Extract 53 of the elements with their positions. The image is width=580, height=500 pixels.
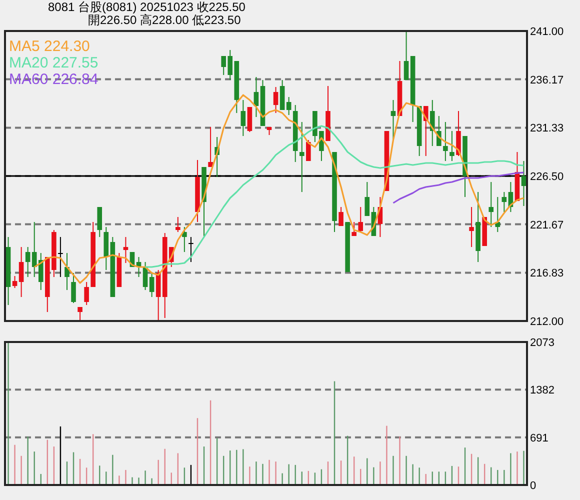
candlestick [58, 236, 63, 278]
chart-subtitle: 開226.50 高228.00 低223.50 [88, 13, 242, 27]
candlestick [64, 252, 70, 290]
candlestick [299, 122, 304, 192]
candlestick [430, 100, 435, 146]
candlestick [123, 236, 128, 264]
text: MA5 224.30 [9, 38, 90, 55]
candlestick [71, 272, 76, 304]
y-tick-label: 241.00 [530, 26, 564, 38]
y-tick-label: 691 [530, 432, 548, 444]
candlestick [240, 100, 246, 136]
candlestick [488, 182, 494, 228]
candlestick [286, 96, 292, 116]
y-tick-label: 216.83 [530, 268, 564, 280]
candlestick [338, 206, 344, 226]
candlestick [84, 282, 89, 306]
candlestick [273, 86, 278, 114]
candlestick [78, 306, 82, 320]
candlestick [254, 76, 259, 118]
y-tick-label: 2073 [530, 337, 554, 349]
candlestick [364, 182, 370, 216]
y-tick-label: 212.00 [530, 316, 564, 328]
y-tick-label: 236.17 [530, 74, 564, 86]
candlestick [306, 140, 311, 162]
candlestick [450, 130, 454, 162]
candlestick [456, 110, 461, 156]
text: MA20 227.55 [9, 54, 98, 72]
candlestick [390, 100, 396, 140]
candlestick [502, 192, 507, 212]
candlestick [352, 222, 356, 236]
candlestick [443, 122, 448, 162]
y-tick-label: 1382 [530, 384, 554, 397]
chart-title: 8081 台股(8081) 20251023 收225.50 [48, 0, 246, 14]
y-tick-label: 221.67 [530, 219, 564, 232]
line-series [392, 172, 525, 204]
candlestick [208, 126, 213, 168]
candlestick [247, 106, 252, 132]
candlestick [521, 160, 526, 206]
candlestick [149, 272, 154, 298]
y-tick-label: 0 [530, 480, 536, 492]
candlestick [280, 80, 285, 110]
y-tick-label: 226.50 [530, 171, 564, 183]
candlestick [182, 226, 187, 252]
candlestick [188, 236, 194, 262]
y-tick-label: 231.33 [530, 122, 564, 135]
candlestick [25, 246, 30, 278]
candlestick [176, 216, 180, 232]
candlestick [18, 246, 24, 298]
candlestick [469, 206, 474, 248]
candlestick [12, 276, 18, 288]
candlestick [404, 30, 409, 80]
candlestick [97, 206, 102, 238]
candlestick [358, 206, 364, 232]
